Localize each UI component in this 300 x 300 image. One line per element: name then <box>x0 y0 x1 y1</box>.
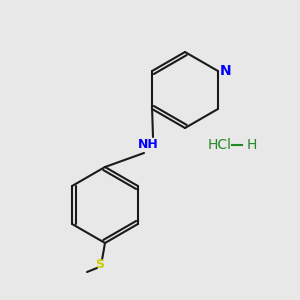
Text: N: N <box>220 64 232 78</box>
Text: H: H <box>247 138 257 152</box>
Text: NH: NH <box>138 139 158 152</box>
Text: HCl: HCl <box>208 138 232 152</box>
Text: S: S <box>95 259 104 272</box>
